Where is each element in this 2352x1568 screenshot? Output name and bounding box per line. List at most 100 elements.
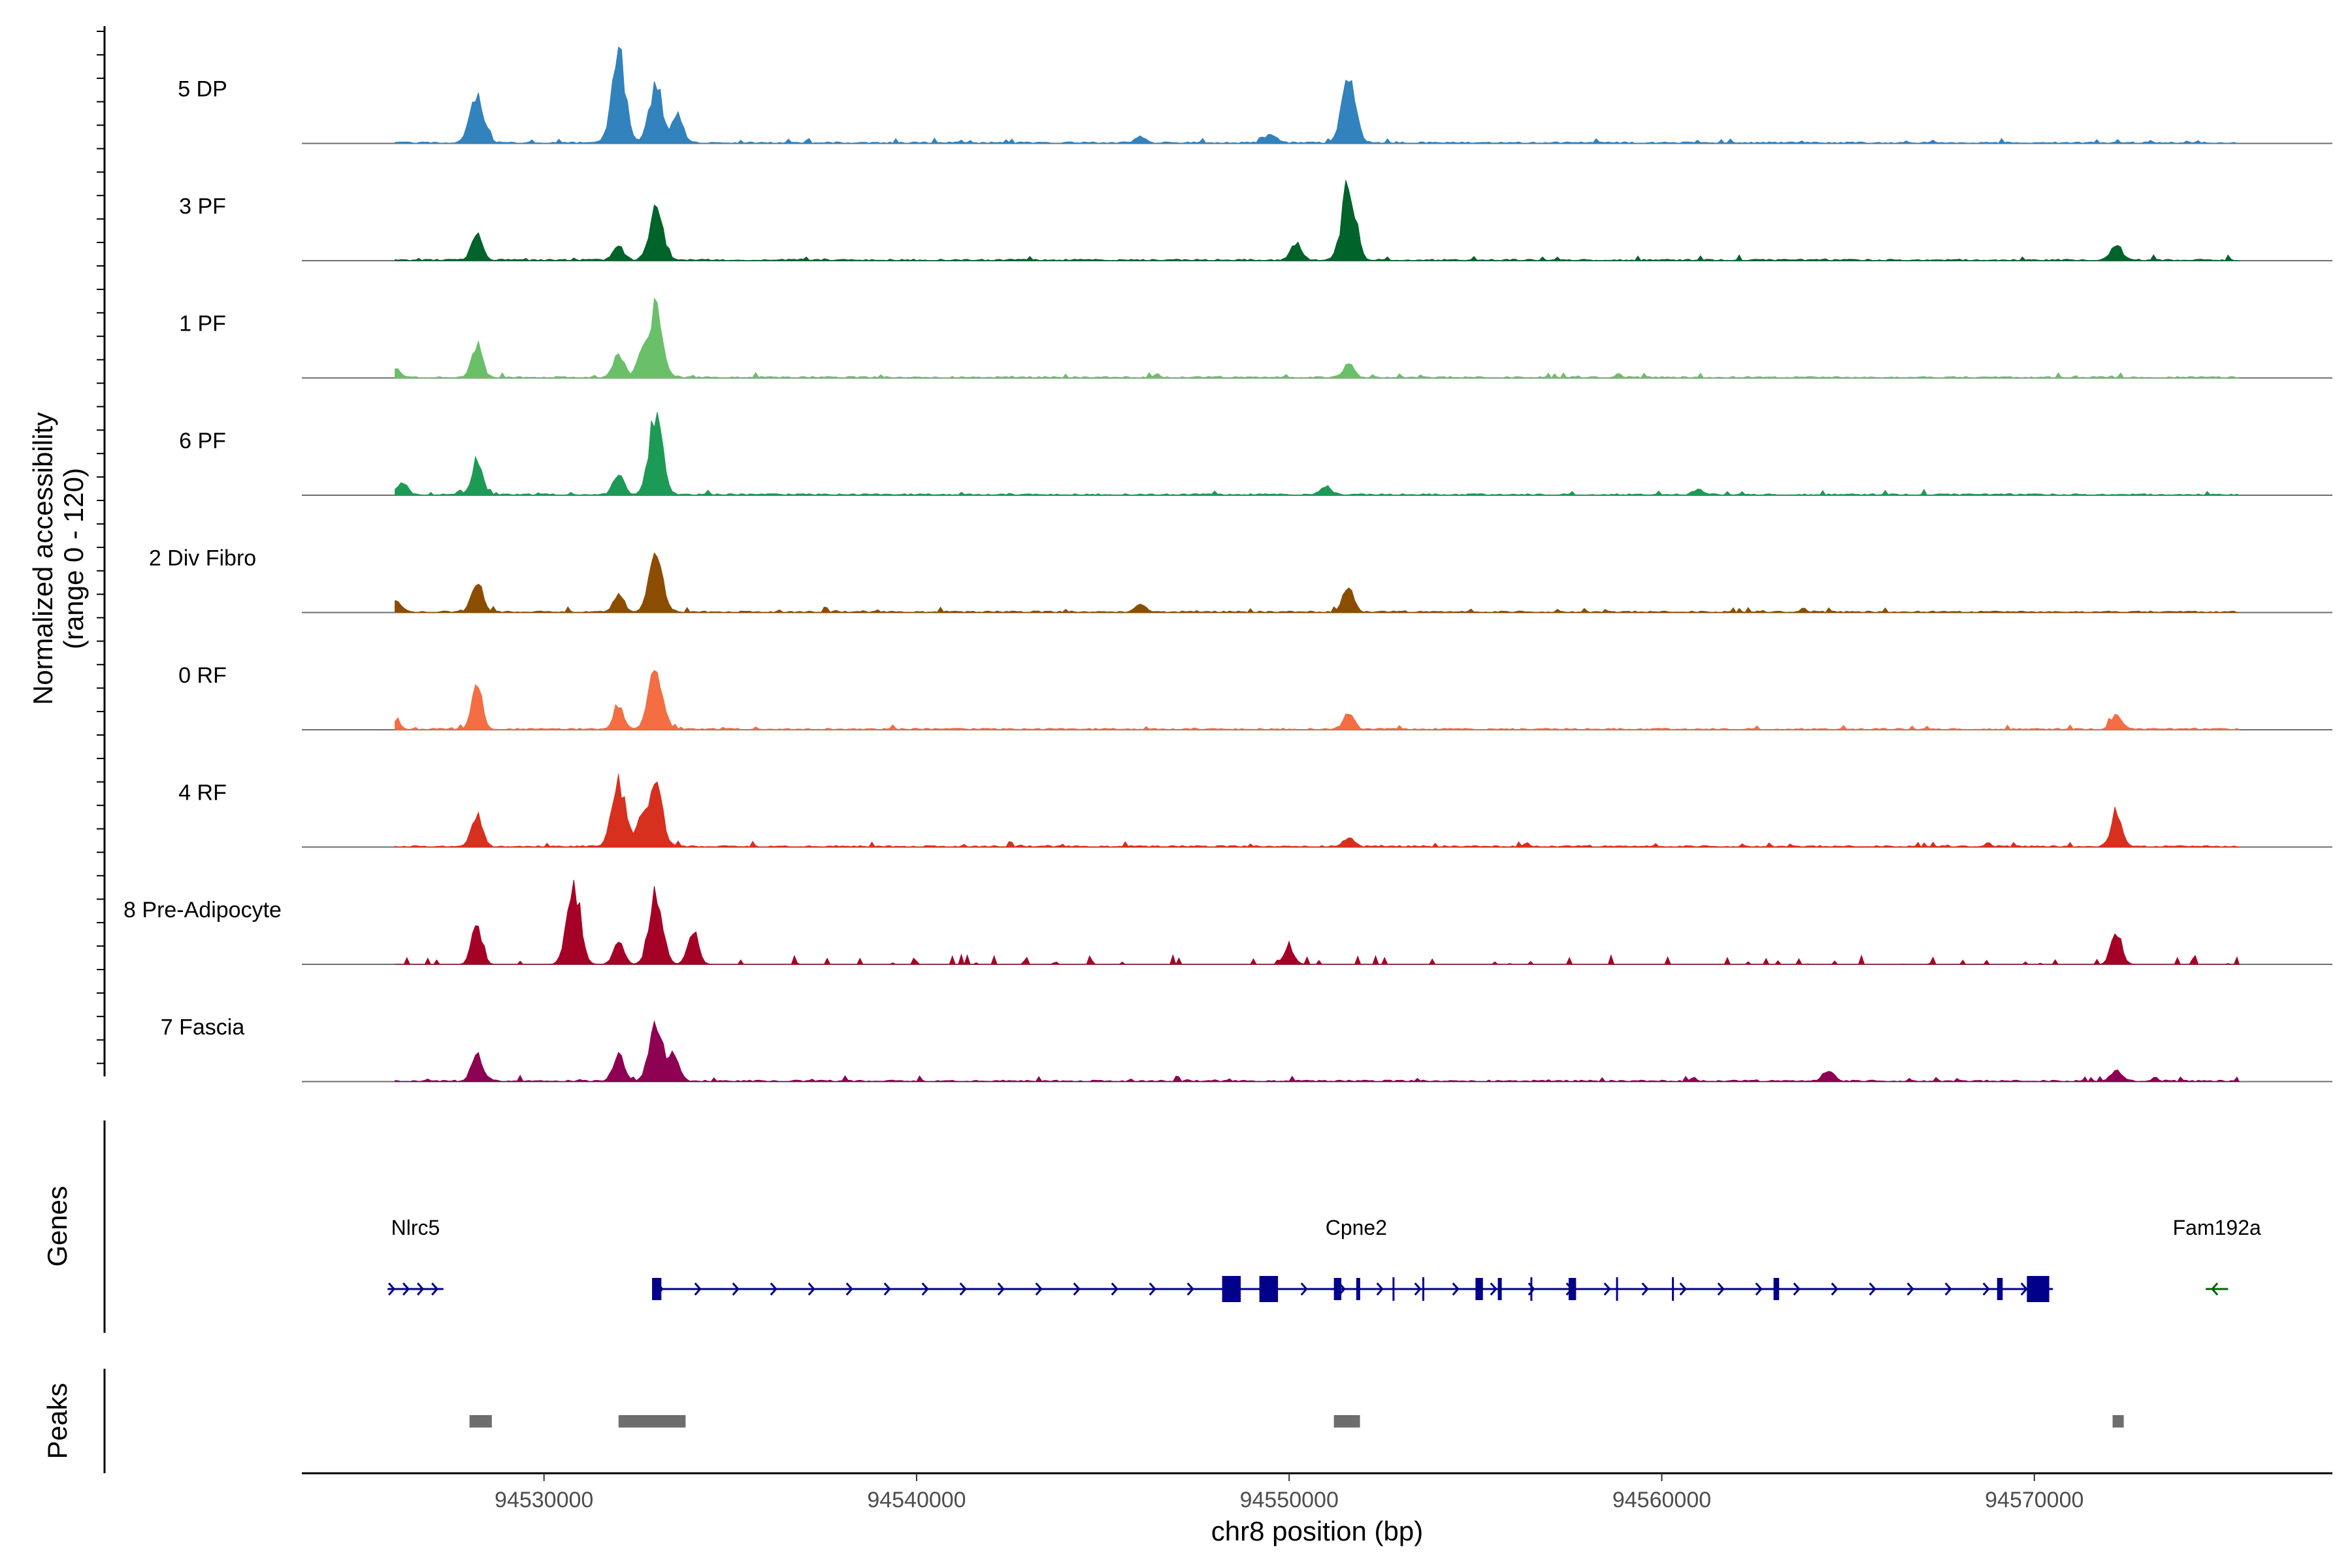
- strand-arrow: [2211, 1282, 2219, 1296]
- genes-panel-label: Genes: [42, 1186, 73, 1267]
- exon: [1356, 1278, 1360, 1300]
- x-tick-label: 94570000: [1985, 1488, 2083, 1512]
- coverage-area: [395, 412, 2240, 496]
- track-label: 0 RF: [178, 663, 227, 688]
- exon: [1259, 1276, 1279, 1302]
- coverage-area: [395, 297, 2240, 379]
- strand-arrow: [1414, 1282, 1422, 1296]
- coverage-area: [395, 670, 2241, 730]
- gene-label: Nlrc5: [391, 1216, 440, 1239]
- y-axis-title-range: (range 0 - 120): [58, 468, 89, 649]
- exon: [1997, 1278, 2003, 1300]
- strand-arrow: [402, 1282, 410, 1296]
- gene-fam192a: Fam192a: [2173, 1216, 2261, 1296]
- track-1-pf: 1 PF: [179, 297, 2332, 379]
- strand-arrow: [1793, 1282, 1801, 1296]
- strand-arrow: [1641, 1282, 1649, 1296]
- strand-arrow: [1376, 1282, 1384, 1296]
- strand-arrow: [1906, 1282, 1914, 1296]
- y-axis-title: Normalized accessibility: [27, 412, 58, 705]
- coverage-area: [395, 774, 2240, 848]
- strand-arrow: [1717, 1282, 1725, 1296]
- strand-arrow: [808, 1282, 815, 1296]
- peak-region: [1333, 1415, 1360, 1428]
- strand-arrow: [1869, 1282, 1876, 1296]
- exon: [2027, 1276, 2050, 1302]
- track-4-rf: 4 RF: [178, 774, 2332, 848]
- strand-arrow: [1755, 1282, 1763, 1296]
- track-label: 4 RF: [178, 781, 227, 806]
- strand-arrow: [1186, 1282, 1194, 1296]
- peaks-panel: Peaks: [42, 1369, 2124, 1473]
- peak-region: [618, 1415, 686, 1428]
- track-6-pf: 6 PF: [179, 412, 2332, 496]
- strand-arrow: [1452, 1282, 1460, 1296]
- strand-arrow: [1111, 1282, 1119, 1296]
- strand-arrow: [431, 1282, 439, 1296]
- gene-label: Fam192a: [2173, 1216, 2261, 1239]
- track-label: 5 DP: [178, 77, 227, 102]
- strand-arrow: [388, 1282, 396, 1296]
- exon: [1497, 1278, 1502, 1300]
- strand-arrow: [1982, 1282, 1990, 1296]
- coverage-area: [395, 879, 2240, 966]
- coverage-tracks: 5 DP 3 PF 1 PF 6 PF 2 Div Fibro 0 RF 4 RF 8 Pre…: [123, 46, 2332, 1083]
- strand-arrow: [845, 1282, 853, 1296]
- gene-cpne2: Cpne2: [652, 1216, 2053, 1302]
- track-5-dp: 5 DP: [178, 46, 2332, 144]
- x-tick-label: 94560000: [1612, 1488, 1711, 1512]
- gene-annotation-panel: Genes Nlrc5 Cpne2 Fam192a: [42, 1120, 2261, 1333]
- strand-arrow: [883, 1282, 891, 1296]
- track-8-pre-adipocyte: 8 Pre-Adipocyte: [123, 879, 2332, 966]
- gene-label: Cpne2: [1326, 1216, 1387, 1239]
- track-label: 1 PF: [179, 312, 226, 336]
- strand-arrow: [1831, 1282, 1838, 1296]
- y-axis: [97, 26, 106, 1077]
- peaks-panel-label: Peaks: [42, 1383, 73, 1460]
- strand-arrow: [1300, 1282, 1308, 1296]
- coverage-area: [395, 552, 2240, 613]
- strand-arrow: [1149, 1282, 1156, 1296]
- track-label: 3 PF: [179, 194, 226, 219]
- coverage-area: [395, 180, 2240, 261]
- track-3-pf: 3 PF: [179, 180, 2332, 261]
- strand-arrow: [1679, 1282, 1687, 1296]
- x-axis: 94530000 94540000 94550000 94560000 94570000: [302, 1472, 2332, 1512]
- x-tick-label: 94550000: [1240, 1488, 1339, 1512]
- strand-arrow: [1035, 1282, 1043, 1296]
- track-0-rf: 0 RF: [178, 663, 2332, 730]
- coverage-area: [395, 1020, 2240, 1083]
- x-tick-label: 94540000: [867, 1488, 966, 1512]
- strand-arrow: [1944, 1282, 1952, 1296]
- strand-arrow: [959, 1282, 967, 1296]
- track-label: 8 Pre-Adipocyte: [123, 898, 282, 923]
- strand-arrow: [417, 1282, 425, 1296]
- strand-arrow: [997, 1282, 1005, 1296]
- exon: [1773, 1278, 1780, 1300]
- strand-arrow: [1073, 1282, 1081, 1296]
- track-7-fascia: 7 Fascia: [161, 1015, 2332, 1083]
- strand-arrow: [732, 1282, 740, 1296]
- x-tick-label: 94530000: [495, 1488, 593, 1512]
- exon: [652, 1278, 662, 1300]
- strand-arrow: [921, 1282, 929, 1296]
- strand-arrow: [770, 1282, 777, 1296]
- track-label: 7 Fascia: [161, 1015, 245, 1040]
- exon: [1222, 1276, 1241, 1302]
- peak-region: [469, 1415, 492, 1428]
- strand-arrow: [694, 1282, 702, 1296]
- exon: [1333, 1278, 1342, 1300]
- strand-arrow: [2020, 1282, 2028, 1296]
- gene-nlrc5: Nlrc5: [387, 1216, 444, 1296]
- strand-arrow: [1490, 1282, 1497, 1296]
- track-label: 6 PF: [179, 429, 226, 453]
- strand-arrow: [1603, 1282, 1611, 1296]
- track-label: 2 Div Fibro: [149, 546, 256, 571]
- exon: [1475, 1278, 1483, 1300]
- exon: [1568, 1278, 1576, 1300]
- coverage-area: [395, 46, 2240, 144]
- track-2-div-fibro: 2 Div Fibro: [149, 546, 2332, 613]
- x-axis-title: chr8 position (bp): [1211, 1516, 1424, 1546]
- peak-region: [2112, 1415, 2124, 1428]
